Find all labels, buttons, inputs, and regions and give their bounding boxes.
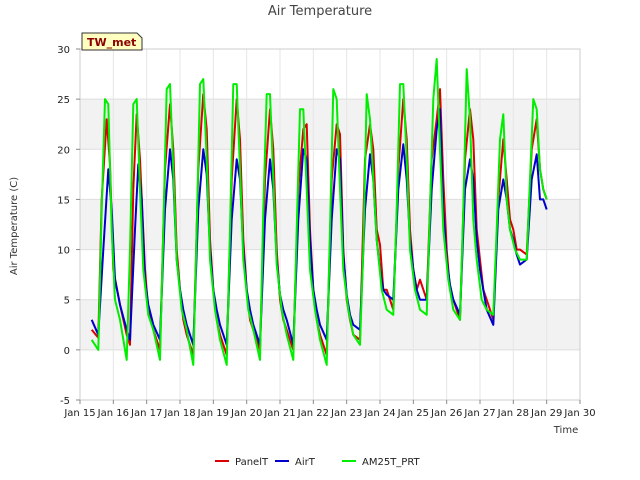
x-tick-label: Jan 16 [97, 408, 129, 419]
y-tick-label: 10 [57, 246, 70, 257]
x-tick-label: Jan 20 [230, 408, 262, 419]
station-label-background [81, 32, 143, 51]
series-layer [90, 58, 548, 366]
x-tick-label: Jan 27 [463, 408, 495, 419]
x-tick-label: Jan 24 [363, 408, 395, 419]
x-tick-label: Jan 26 [430, 408, 462, 419]
y-axis-title: Air Temperature (C) [9, 177, 20, 275]
station-label: TW_met [87, 36, 136, 49]
x-tick-label: Jan 17 [130, 408, 162, 419]
y-tick-label: 20 [57, 145, 70, 156]
y-axis: -5 0 5 10 15 20 25 30 [57, 45, 80, 407]
station-label-box: TW_met [81, 32, 143, 51]
background-band [80, 99, 580, 150]
background-band [80, 299, 580, 350]
y-tick-label: 5 [64, 296, 70, 307]
y-tick-label: 0 [64, 346, 70, 357]
chart-title: Air Temperature [268, 4, 372, 19]
plot-area [79, 48, 581, 401]
legend: PanelT AirT AM25T_PRT [215, 457, 421, 468]
x-tick-label: Jan 28 [497, 408, 529, 419]
x-tick-label: Jan 19 [197, 408, 229, 419]
y-tick-label: 15 [57, 195, 70, 206]
legend-label: PanelT [235, 457, 269, 468]
x-tick-label: Jan 25 [397, 408, 429, 419]
series-line-am25t-prt [90, 58, 548, 366]
legend-label: AirT [295, 457, 316, 468]
background-band [80, 49, 580, 100]
x-axis-title: Time [553, 425, 578, 436]
legend-label: AM25T_PRT [362, 457, 421, 468]
x-tick-label: Jan 21 [263, 408, 295, 419]
y-tick-label: 30 [57, 45, 70, 56]
x-tick-label: Jan 15 [63, 408, 95, 419]
y-tick-label: -5 [60, 396, 70, 407]
x-axis: Jan 15 Jan 16 Jan 17 Jan 18 Jan 19 Jan 20 Jan … [63, 400, 596, 419]
x-tick-label: Jan 23 [330, 408, 362, 419]
x-tick-label: Jan 30 [563, 408, 595, 419]
y-tick-label: 25 [57, 95, 70, 106]
x-tick-label: Jan 18 [163, 408, 195, 419]
background-band [80, 349, 580, 400]
x-tick-label: Jan 22 [297, 408, 329, 419]
x-tick-label: Jan 29 [530, 408, 562, 419]
